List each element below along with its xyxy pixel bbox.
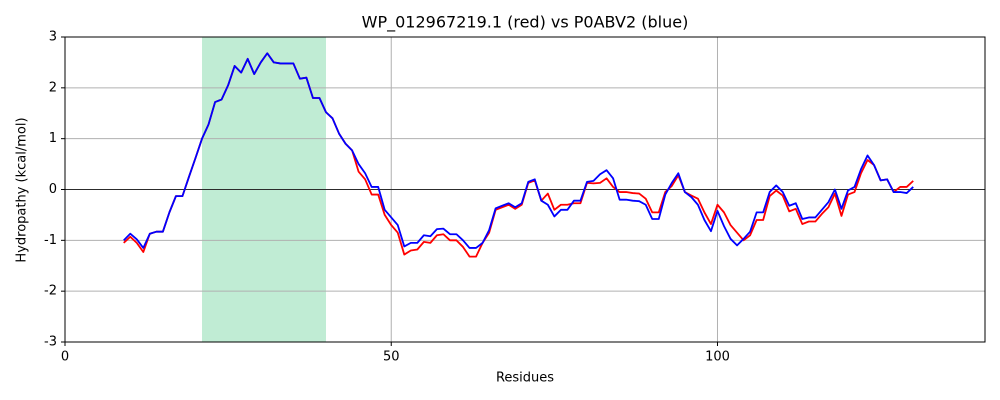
- y-tick-label: -2: [44, 284, 57, 299]
- y-axis-label: Hydropathy (kcal/mol): [15, 117, 30, 262]
- x-tick-label: 100: [705, 350, 730, 365]
- series-line: [123, 52, 914, 249]
- y-tick-label: -1: [44, 233, 57, 248]
- y-tick-label: 3: [49, 30, 57, 45]
- y-tick-label: 0: [49, 182, 57, 197]
- x-axis-label: Residues: [496, 371, 554, 386]
- y-tick-label: -3: [44, 335, 57, 350]
- chart-title: WP_012967219.1 (red) vs P0ABV2 (blue): [362, 13, 689, 33]
- y-tick-label: 1: [49, 131, 57, 146]
- y-tick-label: 2: [49, 80, 57, 95]
- x-tick-label: 50: [383, 350, 400, 365]
- plot-frame: [64, 36, 986, 343]
- x-tick-label: 0: [61, 350, 69, 365]
